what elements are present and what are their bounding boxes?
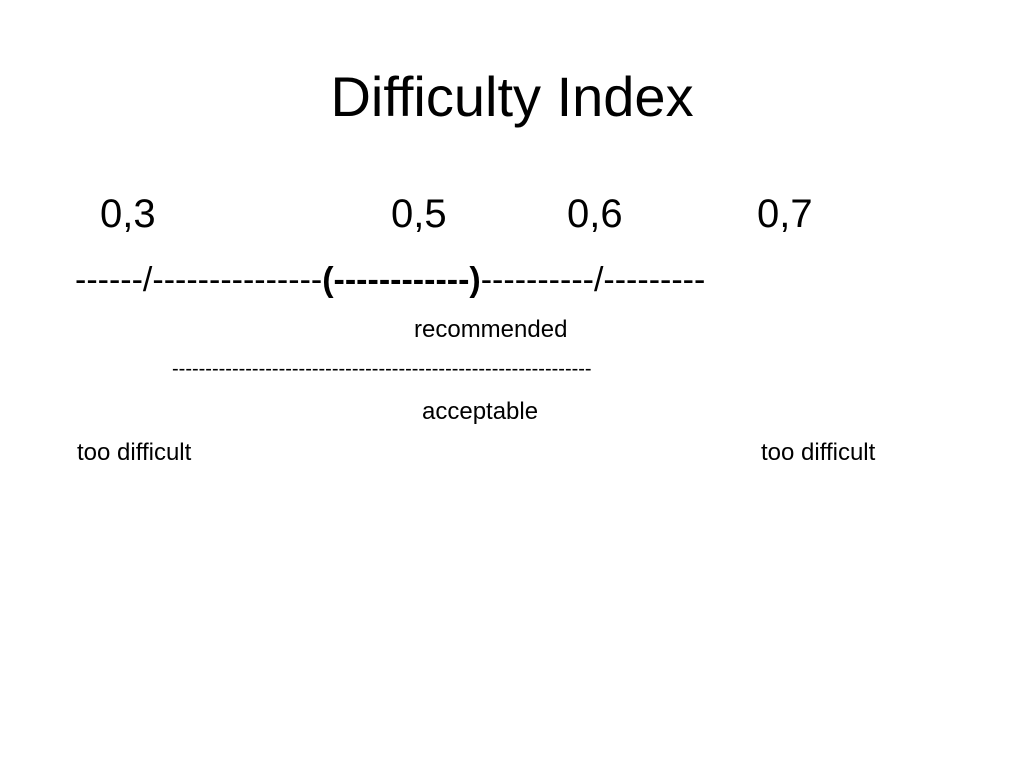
scale-right-segment: ----------/---------	[480, 261, 706, 299]
tick-label-0-6: 0,6	[567, 192, 623, 236]
tick-label-0-3: 0,3	[100, 192, 156, 236]
scale-recommended-segment: (------------)	[322, 261, 481, 299]
tick-label-0-7: 0,7	[757, 192, 813, 236]
scale-left-segment: ------/---------------	[75, 261, 323, 299]
acceptable-range-line: ----------------------------------------…	[172, 358, 592, 380]
difficulty-scale-line: ------/---------------(------------)----…	[75, 258, 705, 302]
acceptable-label: acceptable	[422, 398, 539, 425]
slide-title: Difficulty Index	[330, 65, 694, 128]
tick-label-0-5: 0,5	[391, 192, 447, 236]
left-too-difficult-label: too difficult	[77, 439, 192, 466]
right-too-difficult-label: too difficult	[761, 439, 876, 466]
recommended-label: recommended	[414, 316, 568, 343]
